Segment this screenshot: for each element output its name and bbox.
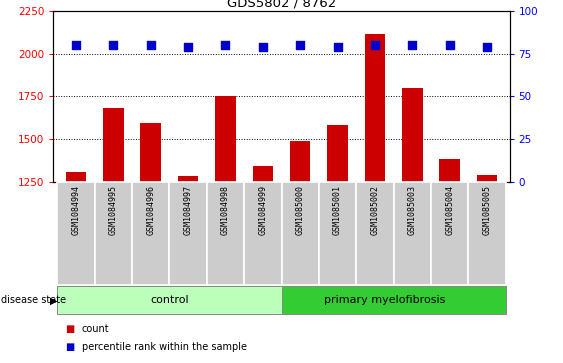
Bar (365, 34, 385, 182)
Text: control: control (150, 295, 189, 305)
Point (72, 42, 81, 48)
Text: count: count (82, 323, 109, 334)
Text: GSM1084998: GSM1084998 (221, 185, 230, 234)
Point (258, 44, 267, 50)
Point (221, 42, 230, 48)
Bar (327, 125, 348, 182)
Text: GSM1084996: GSM1084996 (146, 185, 155, 234)
Text: primary myelofibrosis: primary myelofibrosis (324, 295, 445, 305)
Bar (178, 176, 198, 182)
Text: GSM1085002: GSM1085002 (370, 185, 379, 234)
Title: GDS5802 / 8762: GDS5802 / 8762 (227, 0, 336, 10)
Text: ▶: ▶ (50, 295, 57, 305)
Text: GSM1084995: GSM1084995 (109, 185, 118, 234)
Bar (440, 159, 460, 182)
Bar (169, 182, 207, 285)
Point (146, 42, 155, 48)
Bar (57, 182, 95, 285)
Text: GSM1085004: GSM1085004 (445, 185, 454, 234)
Text: GSM1084994: GSM1084994 (72, 185, 81, 234)
Text: GSM1085001: GSM1085001 (333, 185, 342, 234)
Text: percentile rank within the sample: percentile rank within the sample (82, 342, 247, 352)
Text: ■: ■ (65, 342, 74, 352)
Bar (215, 96, 236, 182)
Bar (431, 182, 468, 285)
Point (482, 44, 491, 50)
Text: ■: ■ (65, 323, 74, 334)
Text: GSM1085000: GSM1085000 (296, 185, 305, 234)
Point (333, 44, 342, 50)
Point (408, 42, 417, 48)
Text: GSM1085003: GSM1085003 (408, 185, 417, 234)
Bar (253, 166, 273, 182)
Bar (95, 182, 132, 285)
Bar (132, 182, 169, 285)
Bar (290, 140, 310, 182)
Text: GSM1084997: GSM1084997 (184, 185, 193, 234)
Text: disease state: disease state (1, 295, 69, 305)
Bar (282, 182, 319, 285)
Point (109, 42, 118, 48)
Bar (319, 182, 356, 285)
Text: GSM1084999: GSM1084999 (258, 185, 267, 234)
Point (184, 44, 193, 50)
Bar (282, 286, 506, 314)
Point (370, 42, 379, 48)
Bar (356, 182, 394, 285)
Point (445, 42, 454, 48)
Point (296, 42, 305, 48)
Bar (207, 182, 244, 285)
Bar (57, 286, 282, 314)
Bar (477, 175, 497, 182)
Bar (468, 182, 506, 285)
Bar (140, 123, 161, 182)
Bar (244, 182, 282, 285)
Bar (394, 182, 431, 285)
Text: GSM1085005: GSM1085005 (482, 185, 491, 234)
Bar (103, 108, 123, 182)
Bar (402, 87, 423, 182)
Bar (66, 172, 86, 182)
